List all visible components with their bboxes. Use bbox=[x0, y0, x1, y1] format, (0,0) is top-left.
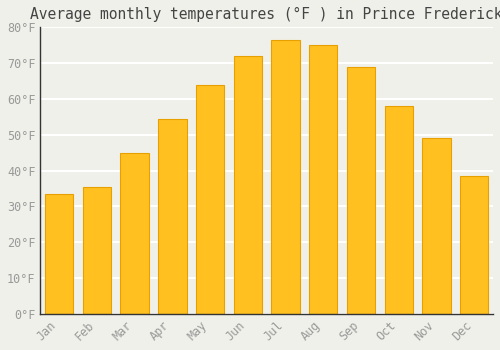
Bar bbox=[196, 85, 224, 314]
Title: Average monthly temperatures (°F ) in Prince Frederick: Average monthly temperatures (°F ) in Pr… bbox=[30, 7, 500, 22]
Bar bbox=[83, 187, 111, 314]
Bar bbox=[272, 40, 299, 314]
Bar bbox=[309, 45, 338, 314]
Bar bbox=[384, 106, 413, 314]
Bar bbox=[347, 67, 375, 314]
Bar bbox=[120, 153, 149, 314]
Bar bbox=[45, 194, 74, 314]
Bar bbox=[158, 119, 186, 314]
Bar bbox=[422, 138, 450, 314]
Bar bbox=[234, 56, 262, 314]
Bar bbox=[460, 176, 488, 314]
